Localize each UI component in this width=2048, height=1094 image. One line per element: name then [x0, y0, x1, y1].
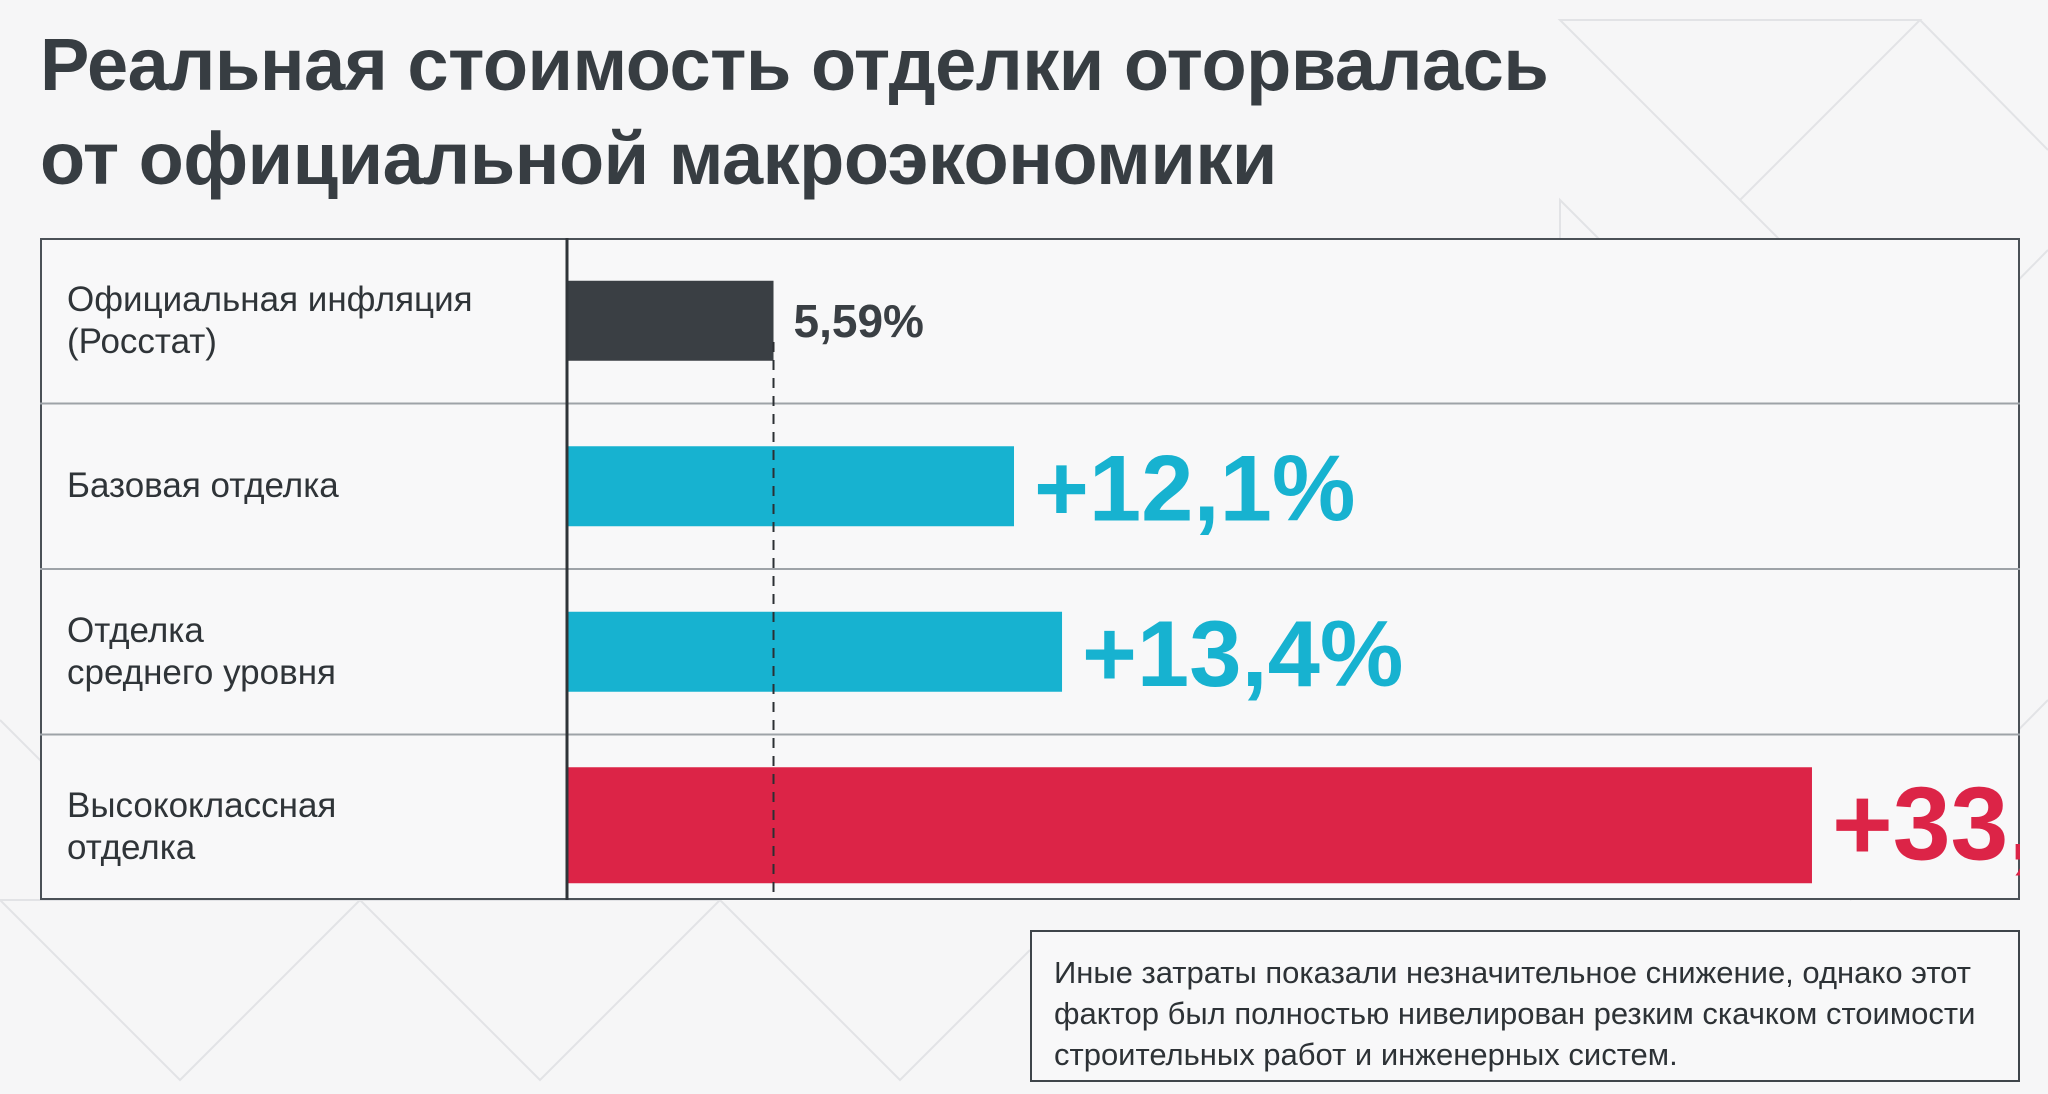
category-label-2: Базовая отделка — [67, 466, 339, 506]
title-line-1: Реальная стоимость отделки оторвалась — [40, 23, 1549, 106]
bar-2 — [567, 446, 1015, 527]
note-text: Иные затраты показали незначительное сни… — [1054, 955, 1976, 1072]
data-label-1: 5,59% — [794, 295, 924, 347]
bar-1 — [567, 280, 774, 361]
data-label-2: +12,1% — [1034, 435, 1355, 540]
category-label-3: Отделка среднего уровня — [67, 610, 336, 692]
bar-3 — [567, 611, 1063, 692]
category-label-1: Официальная инфляция (Росстат) — [67, 279, 473, 361]
title-line-2: от официальной макроэкономики — [40, 117, 1277, 200]
category-label-4: Высококлассная отделка — [67, 786, 337, 868]
page-title: Реальная стоимость отделки оторвалась от… — [40, 18, 1940, 206]
note-box: Иные затраты показали незначительное сни… — [1030, 930, 2020, 1082]
data-label-4: +33,7% — [1832, 766, 2020, 882]
bar-4 — [567, 767, 1812, 884]
data-label-3: +13,4% — [1082, 601, 1403, 706]
bar-chart: 5,59% +12,1% +13,4% +33,7% — [40, 238, 2020, 900]
